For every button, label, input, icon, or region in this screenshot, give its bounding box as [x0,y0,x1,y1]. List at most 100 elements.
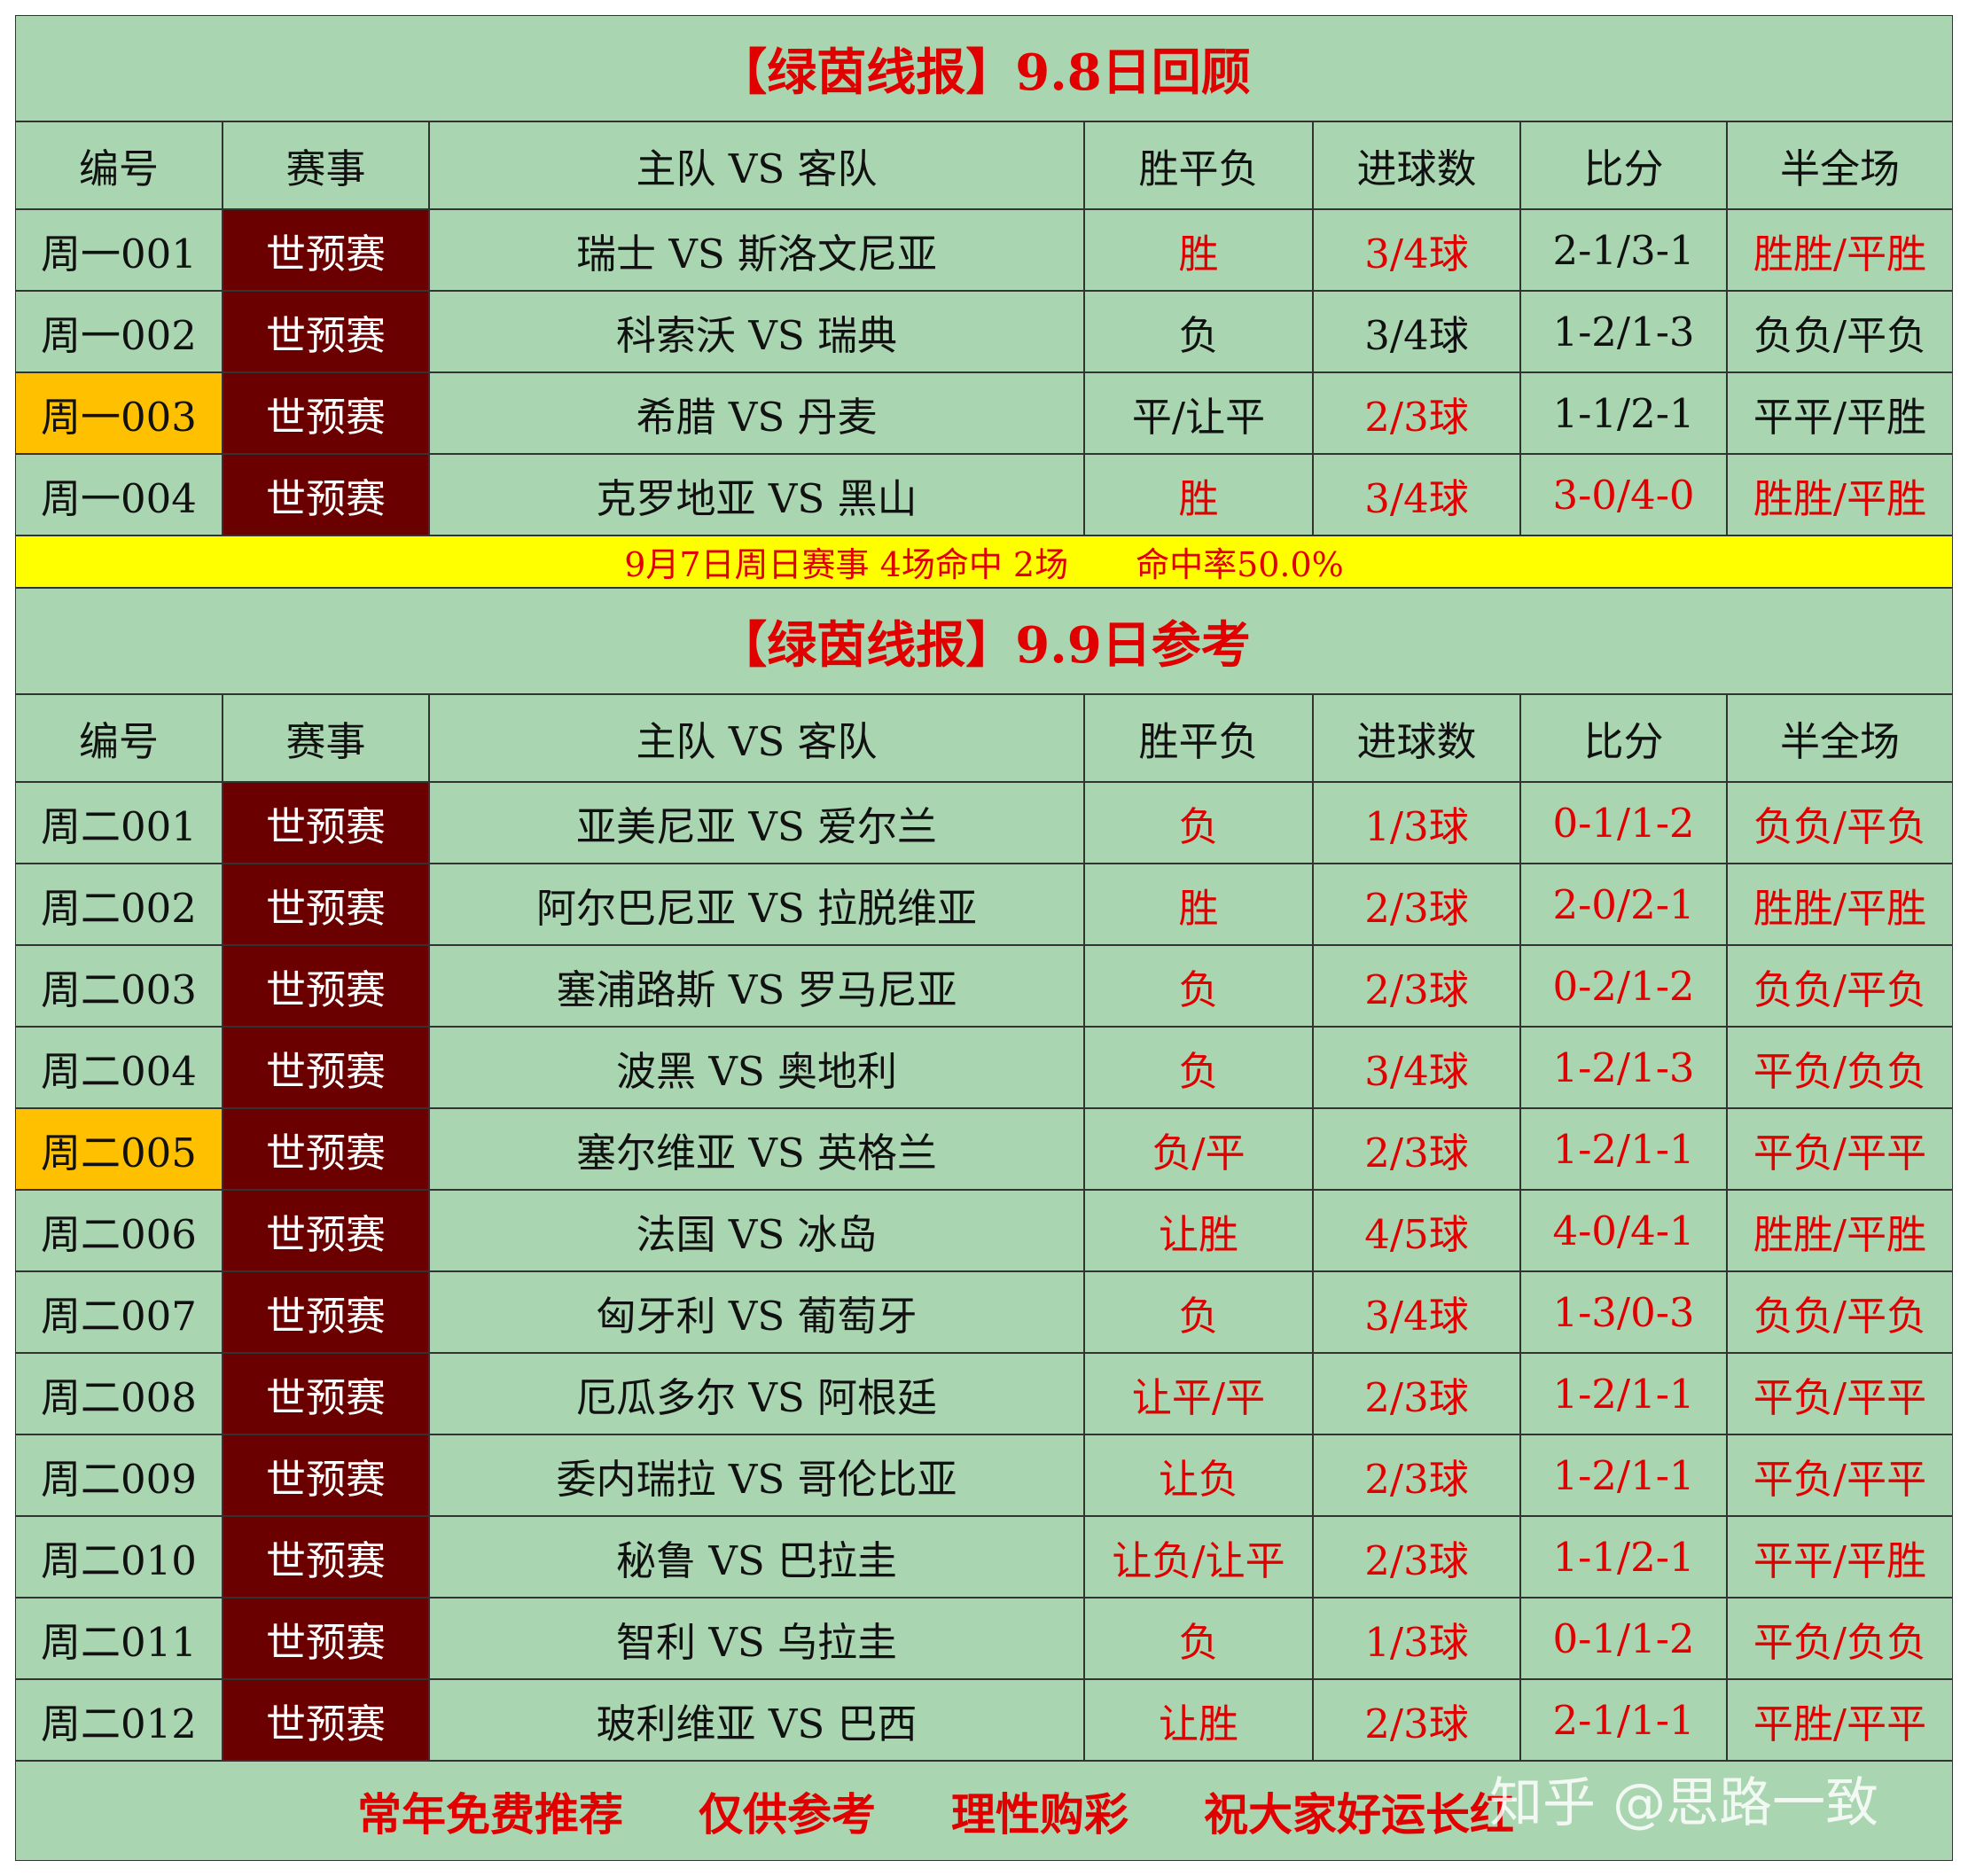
teams-cell: 秘鲁 VS 巴拉圭 [429,1516,1084,1598]
prediction-cell: 2/3球 [1313,945,1520,1027]
prediction-cell: 负 [1084,945,1313,1027]
prediction-cell: 2-1/3-1 [1520,209,1727,291]
prediction-cell: 4/5球 [1313,1190,1520,1271]
prediction-cell: 2-1/1-1 [1520,1679,1727,1761]
teams-cell: 亚美尼亚 VS 爱尔兰 [429,782,1084,864]
prediction-cell: 平负/负负 [1727,1027,1953,1108]
prediction-cell: 负负/平负 [1727,782,1953,864]
teams-cell: 委内瑞拉 VS 哥伦比亚 [429,1434,1084,1516]
summary-bar: 9月7日周日赛事 4场命中 2场 命中率50.0% [15,535,1953,588]
prediction-cell: 胜 [1084,864,1313,945]
prediction-cell: 胜胜/平胜 [1727,209,1953,291]
section-title: 【绿茵线报】9.8日回顾 [15,15,1953,121]
prediction-cell: 平负/平平 [1727,1353,1953,1434]
prediction-cell: 2/3球 [1313,1353,1520,1434]
prediction-cell: 2-0/2-1 [1520,864,1727,945]
event-cell: 世预赛 [223,1190,429,1271]
prediction-cell: 3/4球 [1313,291,1520,372]
match-id: 周二007 [15,1271,223,1353]
header-cell: 编号 [15,694,223,782]
match-id: 周二010 [15,1516,223,1598]
event-cell: 世预赛 [223,1271,429,1353]
match-id: 周二004 [15,1027,223,1108]
prediction-cell: 平胜/平平 [1727,1679,1953,1761]
event-cell: 世预赛 [223,945,429,1027]
prediction-cell: 1-1/2-1 [1520,1516,1727,1598]
teams-cell: 阿尔巴尼亚 VS 拉脱维亚 [429,864,1084,945]
prediction-cell: 1/3球 [1313,1598,1520,1679]
match-id: 周一004 [15,454,223,535]
match-id: 周二002 [15,864,223,945]
header-cell: 主队 VS 客队 [429,694,1084,782]
prediction-cell: 平负/平平 [1727,1434,1953,1516]
footer-text: 仅供参考 [699,1787,876,1841]
header-cell: 赛事 [223,121,429,209]
prediction-cell: 0-1/1-2 [1520,1598,1727,1679]
prediction-cell: 2/3球 [1313,1679,1520,1761]
prediction-cell: 0-2/1-2 [1520,945,1727,1027]
teams-cell: 塞浦路斯 VS 罗马尼亚 [429,945,1084,1027]
header-cell: 进球数 [1313,121,1520,209]
event-cell: 世预赛 [223,1108,429,1190]
match-id: 周二011 [15,1598,223,1679]
section-title: 【绿茵线报】9.9日参考 [15,588,1953,694]
prediction-cell: 3/4球 [1313,1271,1520,1353]
prediction-cell: 2/3球 [1313,864,1520,945]
teams-cell: 玻利维亚 VS 巴西 [429,1679,1084,1761]
prediction-cell: 3/4球 [1313,454,1520,535]
header-cell: 胜平负 [1084,694,1313,782]
prediction-cell: 胜胜/平胜 [1727,1190,1953,1271]
teams-cell: 波黑 VS 奥地利 [429,1027,1084,1108]
teams-cell: 法国 VS 冰岛 [429,1190,1084,1271]
prediction-cell: 让负 [1084,1434,1313,1516]
prediction-cell: 1/3球 [1313,782,1520,864]
event-cell: 世预赛 [223,372,429,454]
prediction-cell: 2/3球 [1313,1434,1520,1516]
prediction-cell: 胜 [1084,454,1313,535]
prediction-cell: 平平/平胜 [1727,1516,1953,1598]
prediction-cell: 让平/平 [1084,1353,1313,1434]
prediction-cell: 1-2/1-1 [1520,1108,1727,1190]
prediction-cell: 负 [1084,782,1313,864]
event-cell: 世预赛 [223,1434,429,1516]
prediction-cell: 平平/平胜 [1727,372,1953,454]
event-cell: 世预赛 [223,1516,429,1598]
header-cell: 比分 [1520,121,1727,209]
prediction-cell: 2/3球 [1313,372,1520,454]
header-cell: 编号 [15,121,223,209]
match-id: 周一002 [15,291,223,372]
prediction-cell: 1-2/1-3 [1520,291,1727,372]
prediction-cell: 负 [1084,1271,1313,1353]
match-id: 周二001 [15,782,223,864]
header-cell: 赛事 [223,694,429,782]
prediction-cell: 负 [1084,1598,1313,1679]
watermark: 知乎 @思路一致 [1489,1772,1879,1834]
prediction-cell: 2/3球 [1313,1108,1520,1190]
teams-cell: 厄瓜多尔 VS 阿根廷 [429,1353,1084,1434]
event-cell: 世预赛 [223,291,429,372]
teams-cell: 科索沃 VS 瑞典 [429,291,1084,372]
prediction-cell: 平/让平 [1084,372,1313,454]
header-cell: 半全场 [1727,694,1953,782]
prediction-cell: 负/平 [1084,1108,1313,1190]
event-cell: 世预赛 [223,1679,429,1761]
prediction-cell: 平负/平平 [1727,1108,1953,1190]
match-id: 周二009 [15,1434,223,1516]
match-id: 周一001 [15,209,223,291]
prediction-cell: 负负/平负 [1727,945,1953,1027]
header-cell: 比分 [1520,694,1727,782]
header-cell: 半全场 [1727,121,1953,209]
footer: 常年免费推荐 仅供参考 理性购彩 祝大家好运长红 [15,1761,1953,1861]
match-id: 周二003 [15,945,223,1027]
prediction-cell: 1-1/2-1 [1520,372,1727,454]
event-cell: 世预赛 [223,1353,429,1434]
match-id: 周二005 [15,1108,223,1190]
teams-cell: 匈牙利 VS 葡萄牙 [429,1271,1084,1353]
prediction-cell: 让胜 [1084,1190,1313,1271]
footer-text: 祝大家好运长红 [1204,1787,1514,1841]
prediction-cell: 4-0/4-1 [1520,1190,1727,1271]
footer-text: 常年免费推荐 [357,1787,623,1841]
prediction-cell: 2/3球 [1313,1516,1520,1598]
prediction-cell: 平负/负负 [1727,1598,1953,1679]
header-cell: 主队 VS 客队 [429,121,1084,209]
